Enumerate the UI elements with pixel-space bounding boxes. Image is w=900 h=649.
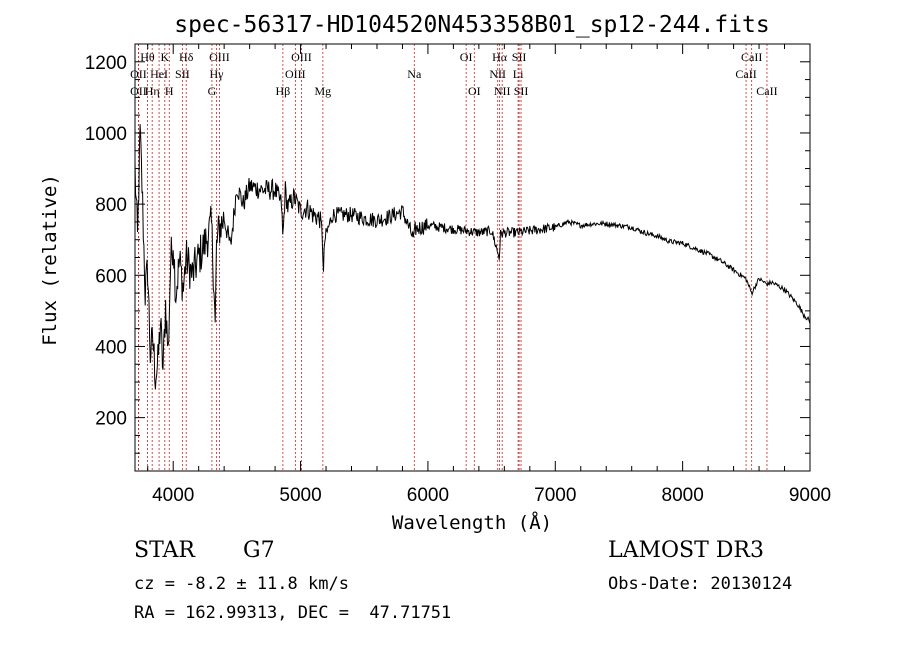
x-tick-label: 5000	[279, 485, 321, 506]
y-tick-label: 200	[95, 409, 127, 430]
y-tick-label: 1200	[85, 53, 127, 74]
spectral-line-label: Hα	[492, 50, 508, 64]
spectral-line-label: H	[165, 84, 174, 98]
y-axis-label: Flux (relative)	[39, 174, 61, 346]
spectral-line-label: Li	[513, 67, 524, 81]
spectral-line-label: Mg	[315, 84, 332, 98]
y-tick-label: 400	[95, 337, 127, 358]
spectral-line-label: Na	[407, 67, 422, 81]
spectral-line-label: HeI	[150, 67, 168, 81]
spectral-line-label: SII	[175, 67, 190, 81]
spectral-line-label: OIII	[209, 50, 230, 64]
spectrum-line	[134, 124, 811, 390]
y-tick-label: 800	[95, 195, 127, 216]
spectral-line-label: Hγ	[210, 67, 225, 81]
sky-coordinates: RA = 162.99313, DEC = 47.71751	[134, 603, 452, 623]
spectral-line-label: Hδ	[179, 50, 194, 64]
spectral-line-label: SII	[514, 84, 529, 98]
spectral-line-label: CaII	[735, 67, 756, 81]
chart-title: spec-56317-HD104520N453358B01_sp12-244.f…	[174, 12, 769, 38]
survey-name: LAMOST DR3	[608, 538, 764, 563]
y-tick-label: 1000	[85, 124, 127, 145]
object-class: STAR	[134, 538, 195, 563]
spectral-line-label: K	[160, 50, 169, 64]
spectral-line-label: CaII	[741, 50, 762, 64]
spectral-line-label: OIII	[285, 67, 306, 81]
spectral-line-label: SII	[512, 50, 527, 64]
x-tick-label: 7000	[534, 485, 576, 506]
redshift-velocity: cz = -8.2 ± 11.8 km/s	[134, 574, 349, 594]
spectral-line-label: NII	[494, 84, 511, 98]
spectral-line-label: Hθ	[140, 50, 155, 64]
y-tick-label: 600	[95, 266, 127, 287]
x-tick-label: 4000	[152, 485, 194, 506]
spectral-line-label: CaII	[756, 84, 777, 98]
spectral-line-label: OIII	[291, 50, 312, 64]
spectral-line-label: Hη	[145, 84, 160, 98]
spectral-line-label: OI	[460, 50, 473, 64]
axis-ticks: 4000 5000 6000 7000 8000 9000 200 400 600 800 1000…	[85, 44, 831, 506]
observation-date: Obs-Date: 20130124	[608, 574, 793, 594]
spectral-line-label: NII	[489, 67, 506, 81]
plot-frame	[134, 43, 811, 472]
x-tick-label: 6000	[407, 485, 449, 506]
spectral-line-label: OII	[130, 84, 147, 98]
spectral-line-label: G	[208, 84, 217, 98]
x-tick-label: 9000	[789, 485, 831, 506]
spectral-line-label: Hβ	[275, 84, 290, 98]
spectral-subclass: G7	[243, 538, 275, 563]
x-tick-label: 8000	[662, 485, 704, 506]
x-axis-label: Wavelength (Å)	[392, 511, 552, 534]
spectral-line-label: OI	[468, 84, 481, 98]
